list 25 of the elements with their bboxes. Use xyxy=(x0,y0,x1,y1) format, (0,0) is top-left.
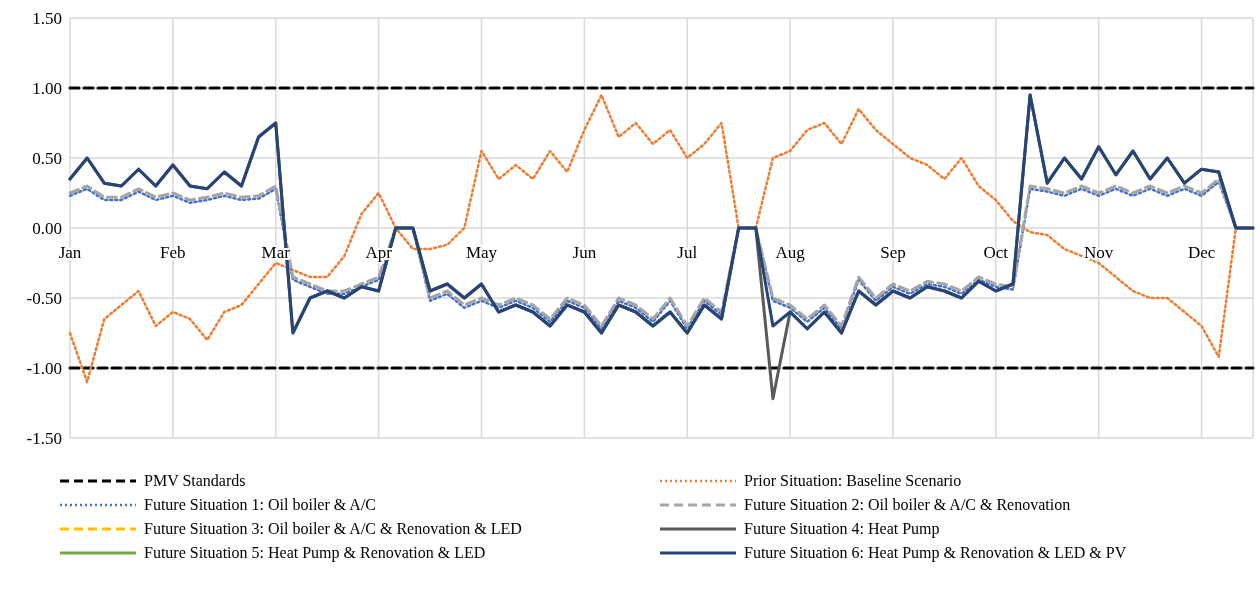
legend-label: Prior Situation: Baseline Scenario xyxy=(744,472,962,490)
x-tick-label: May xyxy=(465,243,498,262)
x-tick-label: Feb xyxy=(160,243,186,262)
legend-label: Future Situation 1: Oil boiler & A/C xyxy=(144,496,376,514)
x-tick-label: Jul xyxy=(677,243,698,262)
x-tick-label: Nov xyxy=(1084,243,1114,262)
y-tick-label: -0.50 xyxy=(26,289,62,309)
legend-label: Future Situation 6: Heat Pump & Renovation & LED & PV xyxy=(744,544,1127,562)
x-tick-label: Oct xyxy=(983,243,1009,262)
y-tick-label: -1.00 xyxy=(26,359,62,379)
y-tick-label: 0.00 xyxy=(32,219,62,239)
x-tick-label: Sep xyxy=(880,243,906,262)
x-tick-label: Jan xyxy=(58,243,82,262)
x-tick-label: Aug xyxy=(775,243,806,262)
legend-label: Future Situation 4: Heat Pump xyxy=(744,520,940,538)
legend-label: Future Situation 3: Oil boiler & A/C & Renovation & LED xyxy=(144,520,522,538)
x-tick-label: Dec xyxy=(1187,243,1216,262)
legend-label: Future Situation 5: Heat Pump & Renovation & LED xyxy=(144,544,486,562)
y-tick-label: -1.50 xyxy=(26,429,62,449)
x-tick-label: Jun xyxy=(572,243,597,262)
y-tick-label: 0.50 xyxy=(32,149,62,169)
y-tick-label: 1.00 xyxy=(32,79,62,99)
y-tick-label: 1.50 xyxy=(32,9,62,29)
legend-label: Future Situation 2: Oil boiler & A/C & Renovation xyxy=(744,496,1071,514)
legend-label: PMV Standards xyxy=(144,472,246,490)
